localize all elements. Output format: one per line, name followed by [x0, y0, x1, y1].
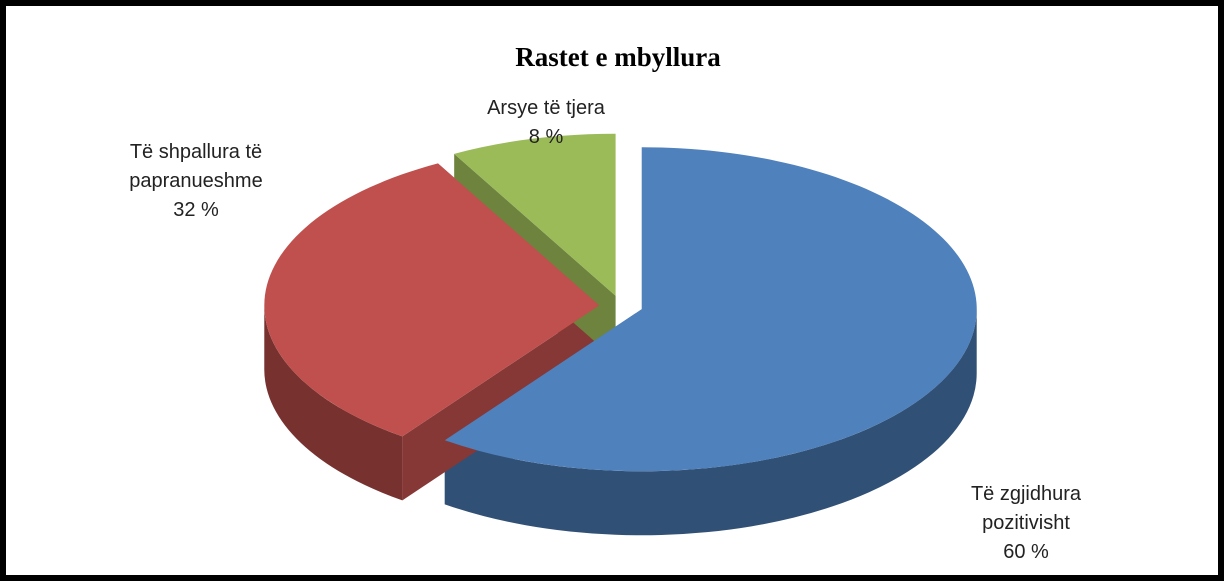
chart	[264, 133, 977, 536]
chart-title: Rastet e mbyllura	[515, 42, 721, 72]
value-label: 60 %	[1003, 541, 1049, 563]
pie-slice	[264, 163, 600, 437]
category-label: Të shpallura të papranueshme	[129, 141, 263, 192]
pie-slice	[444, 147, 977, 472]
slice-label: Arsye të tjera 8 %	[446, 94, 646, 152]
value-label: 8 %	[528, 126, 564, 148]
value-label: 32 %	[173, 199, 219, 221]
category-label: Arsye të tjera	[487, 97, 605, 119]
slice-radial-side	[402, 305, 600, 501]
slice-outer-side	[264, 305, 403, 501]
slice-label: Të zgjidhura pozitivisht 60 %	[936, 480, 1116, 567]
category-label: Të zgjidhura pozitivisht	[970, 483, 1082, 534]
pie-slice	[454, 133, 616, 296]
slice-outer-side	[444, 309, 977, 536]
slice-label: Të shpallura të papranueshme 32 %	[101, 138, 291, 225]
